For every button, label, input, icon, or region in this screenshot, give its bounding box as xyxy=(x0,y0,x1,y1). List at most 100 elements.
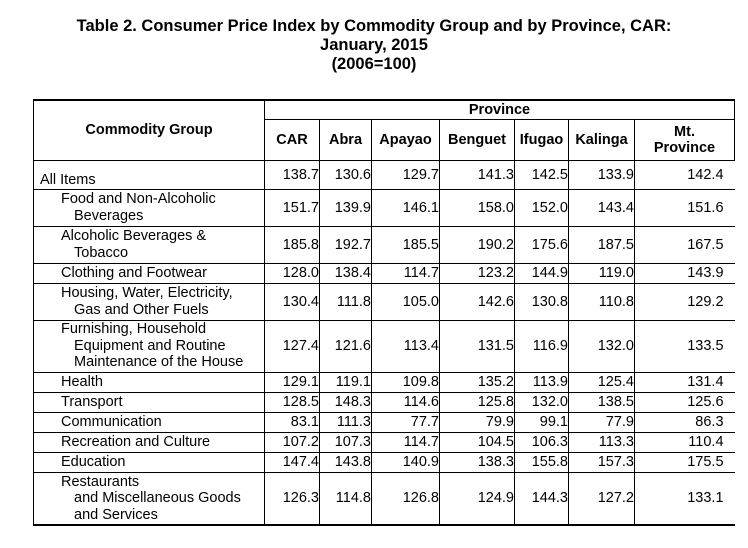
value-cell-car: 129.1 xyxy=(264,371,320,393)
value-cell-kalinga: 132.0 xyxy=(568,319,635,373)
col-header-mt-province: Mt. Province xyxy=(633,118,736,161)
value-cell-kalinga: 133.9 xyxy=(568,159,635,190)
value-cell-apayao: 114.7 xyxy=(371,262,440,284)
row-label: Clothing and Footwear xyxy=(33,262,265,284)
value-cell-abra: 114.8 xyxy=(319,471,372,526)
value-cell-apayao: 126.8 xyxy=(371,471,440,526)
table-row: Communication 83.1 111.3 77.7 79.9 99.1 77.9 86… xyxy=(33,411,735,433)
col-header-mt-line-1: Mt. xyxy=(674,123,695,140)
value-cell-abra: 192.7 xyxy=(319,225,372,264)
value-cell-car: 147.4 xyxy=(264,451,320,473)
header-province: Province xyxy=(263,99,736,120)
value-cell-mt-province: 86.3 xyxy=(633,411,735,433)
value-cell-kalinga: 127.2 xyxy=(568,471,635,526)
value-cell-apayao: 185.5 xyxy=(371,225,440,264)
value-cell-abra: 107.3 xyxy=(319,431,372,453)
table-row: Recreation and Culture 107.2 107.3 114.7 104… xyxy=(33,431,735,453)
col-header-apayao: Apayao xyxy=(371,118,440,161)
value-cell-ifugao: 142.5 xyxy=(514,159,569,190)
value-cell-benguet: 124.9 xyxy=(439,471,515,526)
value-cell-benguet: 131.5 xyxy=(439,319,515,373)
table-row: Housing, Water, Electricity, Gas and Othe… xyxy=(33,282,735,321)
row-label-line: Equipment and Routine xyxy=(74,337,226,354)
row-label: Recreation and Culture xyxy=(33,431,265,453)
value-cell-ifugao: 152.0 xyxy=(514,188,569,227)
value-cell-benguet: 190.2 xyxy=(439,225,515,264)
row-label: All Items xyxy=(33,159,265,190)
value-cell-apayao: 114.6 xyxy=(371,391,440,413)
value-cell-benguet: 104.5 xyxy=(439,431,515,453)
title-line-3: (2006=100) xyxy=(331,55,417,73)
header-commodity-group: Commodity Group xyxy=(33,99,265,161)
value-cell-mt-province: 133.1 xyxy=(633,471,735,526)
cpi-table: Commodity Group Province CAR Abra Apayao… xyxy=(33,99,736,526)
value-cell-mt-province: 151.6 xyxy=(633,188,735,227)
value-cell-car: 128.5 xyxy=(264,391,320,413)
value-cell-mt-province: 143.9 xyxy=(633,262,735,284)
value-cell-ifugao: 155.8 xyxy=(514,451,569,473)
title-line-1: Table 2. Consumer Price Index by Commodi… xyxy=(76,17,672,35)
value-cell-benguet: 158.0 xyxy=(439,188,515,227)
value-cell-apayao: 140.9 xyxy=(371,451,440,473)
value-cell-abra: 139.9 xyxy=(319,188,372,227)
value-cell-kalinga: 143.4 xyxy=(568,188,635,227)
value-cell-kalinga: 119.0 xyxy=(568,262,635,284)
value-cell-mt-province: 175.5 xyxy=(633,451,735,473)
row-label-line: Furnishing, Household xyxy=(61,321,207,338)
row-label: Transport xyxy=(33,391,265,413)
row-label: Alcoholic Beverages & Tobacco xyxy=(33,225,265,264)
col-header-mt-line-2: Province xyxy=(653,139,716,156)
row-label: Restaurants and Miscellaneous Goods and Se… xyxy=(33,471,265,526)
value-cell-car: 151.7 xyxy=(264,188,320,227)
value-cell-benguet: 79.9 xyxy=(439,411,515,433)
col-header-kalinga: Kalinga xyxy=(568,118,635,161)
value-cell-mt-province: 167.5 xyxy=(633,225,735,264)
value-cell-ifugao: 130.8 xyxy=(514,282,569,321)
row-label: Education xyxy=(33,451,265,473)
table-row: Furnishing, Household Equipment and Routi… xyxy=(33,319,735,373)
value-cell-apayao: 105.0 xyxy=(371,282,440,321)
value-cell-kalinga: 125.4 xyxy=(568,371,635,393)
value-cell-apayao: 113.4 xyxy=(371,319,440,373)
row-label-line: Clothing and Footwear xyxy=(61,264,207,281)
value-cell-mt-province: 110.4 xyxy=(633,431,735,453)
value-cell-ifugao: 116.9 xyxy=(514,319,569,373)
col-header-ifugao: Ifugao xyxy=(514,118,569,161)
value-cell-benguet: 135.2 xyxy=(439,371,515,393)
value-cell-car: 83.1 xyxy=(264,411,320,433)
col-header-car: CAR xyxy=(264,118,320,161)
value-cell-car: 128.0 xyxy=(264,262,320,284)
value-cell-kalinga: 138.5 xyxy=(568,391,635,413)
value-cell-abra: 148.3 xyxy=(319,391,372,413)
value-cell-ifugao: 144.3 xyxy=(514,471,569,526)
row-label-line: Housing, Water, Electricity, xyxy=(61,285,233,301)
value-cell-car: 127.4 xyxy=(264,319,320,373)
value-cell-benguet: 125.8 xyxy=(439,391,515,413)
value-cell-abra: 121.6 xyxy=(319,319,372,373)
title-line-2: January, 2015 xyxy=(320,36,428,54)
value-cell-mt-province: 125.6 xyxy=(633,391,735,413)
table-row: Health 129.1 119.1 109.8 135.2 113.9 125.4 131.… xyxy=(33,371,735,393)
value-cell-mt-province: 142.4 xyxy=(633,159,735,190)
value-cell-abra: 143.8 xyxy=(319,451,372,473)
value-cell-car: 138.7 xyxy=(264,159,320,190)
value-cell-car: 126.3 xyxy=(264,471,320,526)
value-cell-car: 185.8 xyxy=(264,225,320,264)
table-row: Restaurants and Miscellaneous Goods and Se… xyxy=(33,471,735,526)
row-label-line: and Services xyxy=(74,506,158,523)
value-cell-mt-province: 129.2 xyxy=(633,282,735,321)
table-row: All Items 138.7 130.6 129.7 141.3 142.5 133.9 1… xyxy=(33,159,735,190)
row-label-line: Beverages xyxy=(74,207,144,224)
table-row: Education 147.4 143.8 140.9 138.3 155.8 157.3 1… xyxy=(33,451,735,473)
row-label-line: and Miscellaneous Goods xyxy=(74,490,241,506)
value-cell-kalinga: 110.8 xyxy=(568,282,635,321)
table-row: Clothing and Footwear 128.0 138.4 114.7 123.… xyxy=(33,262,735,284)
value-cell-abra: 111.8 xyxy=(319,282,372,321)
table-title: Table 2. Consumer Price Index by Commodi… xyxy=(0,17,748,74)
col-header-benguet: Benguet xyxy=(439,118,515,161)
row-label-line: Food and Non-Alcoholic xyxy=(61,191,216,207)
value-cell-abra: 111.3 xyxy=(319,411,372,433)
row-label-line: Transport xyxy=(61,393,123,410)
value-cell-apayao: 129.7 xyxy=(371,159,440,190)
value-cell-kalinga: 113.3 xyxy=(568,431,635,453)
